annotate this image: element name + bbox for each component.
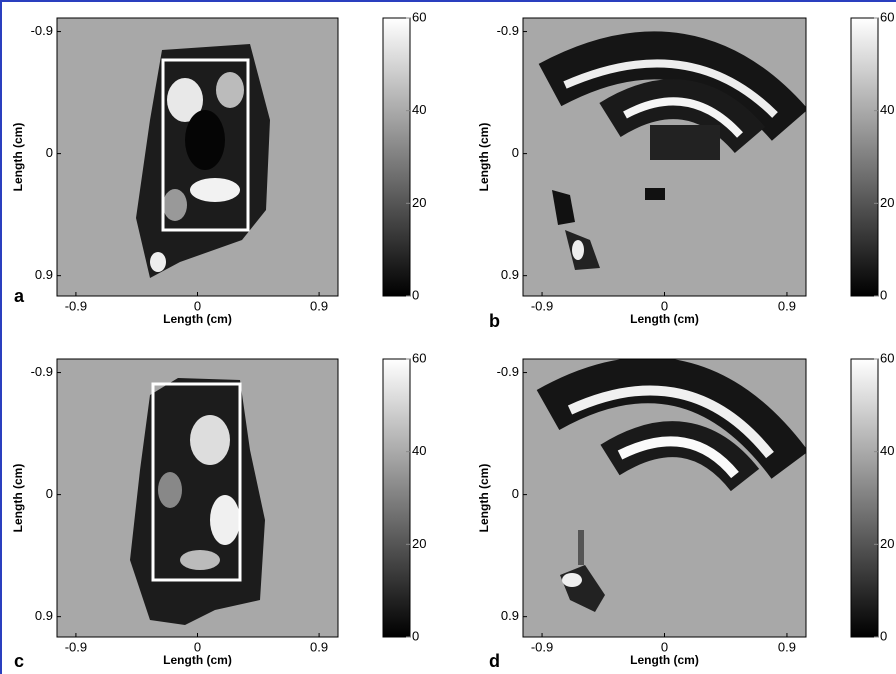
colorbar-tick-label: 40	[412, 102, 426, 117]
y-tick-label: 0.9	[501, 267, 519, 282]
y-tick-label: 0	[46, 145, 53, 160]
x-tick-label: -0.9	[531, 298, 553, 313]
y-axis-label: Length (cm)	[477, 464, 491, 533]
x-axis-label: Length (cm)	[163, 312, 232, 326]
y-axis-label: Length (cm)	[11, 123, 25, 192]
y-tick-label: 0.9	[501, 608, 519, 623]
colorbar-tick-label: 20	[412, 195, 426, 210]
x-tick-label: 0.9	[778, 639, 796, 654]
y-axis-label: Length (cm)	[11, 464, 25, 533]
panel-label: a	[14, 286, 25, 306]
x-tick-label: 0	[661, 639, 668, 654]
y-tick-label: 0.9	[35, 267, 53, 282]
x-axis-label: Length (cm)	[630, 312, 699, 326]
y-tick-label: -0.9	[497, 364, 519, 379]
colorbar-tick-label: 60	[880, 350, 894, 365]
colorbar	[382, 358, 411, 638]
x-axis-label: Length (cm)	[163, 653, 232, 667]
colorbar-tick-label: 40	[412, 443, 426, 458]
x-tick-label: 0.9	[778, 298, 796, 313]
panel-label: d	[489, 651, 500, 671]
colorbar-tick-label: 60	[412, 350, 426, 365]
y-axis-label: Length (cm)	[477, 123, 491, 192]
colorbar-tick-label: 20	[880, 195, 894, 210]
colorbar-tick-label: 0	[412, 628, 419, 643]
colorbar-tick-label: 0	[880, 628, 887, 643]
panel-label: b	[489, 311, 500, 331]
colorbar-tick-label: 20	[880, 536, 894, 551]
x-tick-label: 0	[661, 298, 668, 313]
colorbar-tick-label: 60	[880, 9, 894, 24]
colorbar-tick-label: 0	[412, 287, 419, 302]
x-tick-label: -0.9	[65, 298, 87, 313]
y-tick-label: -0.9	[31, 23, 53, 38]
x-tick-label: -0.9	[531, 639, 553, 654]
x-tick-label: 0.9	[310, 639, 328, 654]
x-tick-label: 0.9	[310, 298, 328, 313]
colorbar-tick-label: 20	[412, 536, 426, 551]
image-c	[130, 378, 265, 625]
x-tick-label: 0	[194, 298, 201, 313]
colorbar	[382, 17, 411, 297]
image-a	[136, 44, 270, 278]
y-tick-label: 0	[512, 486, 519, 501]
x-tick-label: -0.9	[65, 639, 87, 654]
x-tick-label: 0	[194, 639, 201, 654]
colorbar-tick-label: 0	[880, 287, 887, 302]
colorbar-tick-label: 40	[880, 102, 894, 117]
y-tick-label: 0	[46, 486, 53, 501]
y-tick-label: -0.9	[31, 364, 53, 379]
image-d	[536, 359, 806, 612]
colorbar	[850, 17, 879, 297]
y-tick-label: -0.9	[497, 23, 519, 38]
x-axis-label: Length (cm)	[630, 653, 699, 667]
y-tick-label: 0	[512, 145, 519, 160]
y-tick-label: 0.9	[35, 608, 53, 623]
colorbar-tick-label: 60	[412, 9, 426, 24]
panel-label: c	[14, 651, 24, 671]
image-b	[538, 31, 806, 270]
colorbar	[850, 358, 879, 638]
colorbar-tick-label: 40	[880, 443, 894, 458]
